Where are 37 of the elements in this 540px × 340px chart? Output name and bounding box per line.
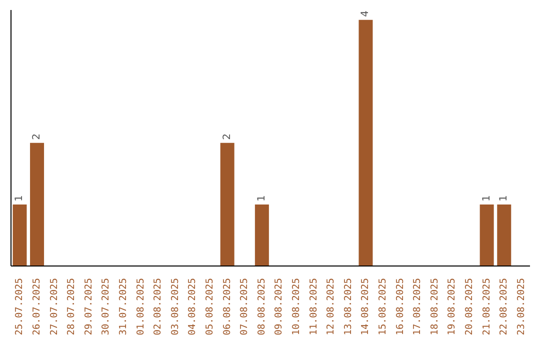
x-tick-label: 21.08.2025 (481, 278, 492, 336)
x-tick-label: 16.08.2025 (394, 278, 406, 336)
x-tick-label: 15.08.2025 (377, 278, 388, 336)
x-tick-label: 10.08.2025 (290, 278, 302, 336)
x-tick-label: 30.07.2025 (100, 278, 112, 336)
data-label: 1 (498, 195, 510, 202)
x-tick-label: 03.08.2025 (170, 278, 181, 336)
data-label: 1 (14, 195, 26, 202)
x-tick-label: 08.08.2025 (256, 278, 268, 336)
data-label: 1 (256, 195, 268, 202)
x-tick-label: 01.08.2025 (135, 278, 146, 336)
x-tick-label: 23.08.2025 (516, 278, 527, 336)
x-tick-label: 07.08.2025 (239, 278, 250, 336)
x-tick-label: 27.07.2025 (48, 278, 60, 336)
x-tick-label: 28.07.2025 (66, 278, 78, 336)
x-tick-label: 31.07.2025 (118, 278, 129, 336)
x-tick-label: 09.08.2025 (274, 278, 285, 336)
x-tick-label: 05.08.2025 (204, 278, 216, 336)
x-tick-label: 26.07.2025 (31, 278, 42, 336)
x-tick-label: 29.07.2025 (83, 278, 94, 336)
x-tick-label: 13.08.2025 (342, 278, 354, 336)
x-tick-label: 18.08.2025 (429, 278, 440, 336)
x-tick-label: 17.08.2025 (412, 278, 424, 336)
x-tick-label: 06.08.2025 (222, 278, 233, 336)
x-tick-label: 22.08.2025 (498, 278, 510, 336)
x-tick-label: 25.07.2025 (14, 278, 26, 336)
data-label: 1 (481, 195, 492, 202)
data-label: 4 (360, 10, 372, 17)
x-tick-label: 19.08.2025 (446, 278, 458, 336)
x-tick-label: 14.08.2025 (360, 278, 372, 336)
data-label: 2 (32, 134, 43, 140)
x-tick-label: 11.08.2025 (308, 278, 320, 336)
x-tick-label: 02.08.2025 (152, 278, 164, 336)
data-label: 2 (222, 134, 233, 140)
x-tick-label: 04.08.2025 (187, 278, 198, 336)
x-tick-label: 12.08.2025 (326, 278, 337, 336)
x-tick-label: 20.08.2025 (464, 278, 475, 336)
